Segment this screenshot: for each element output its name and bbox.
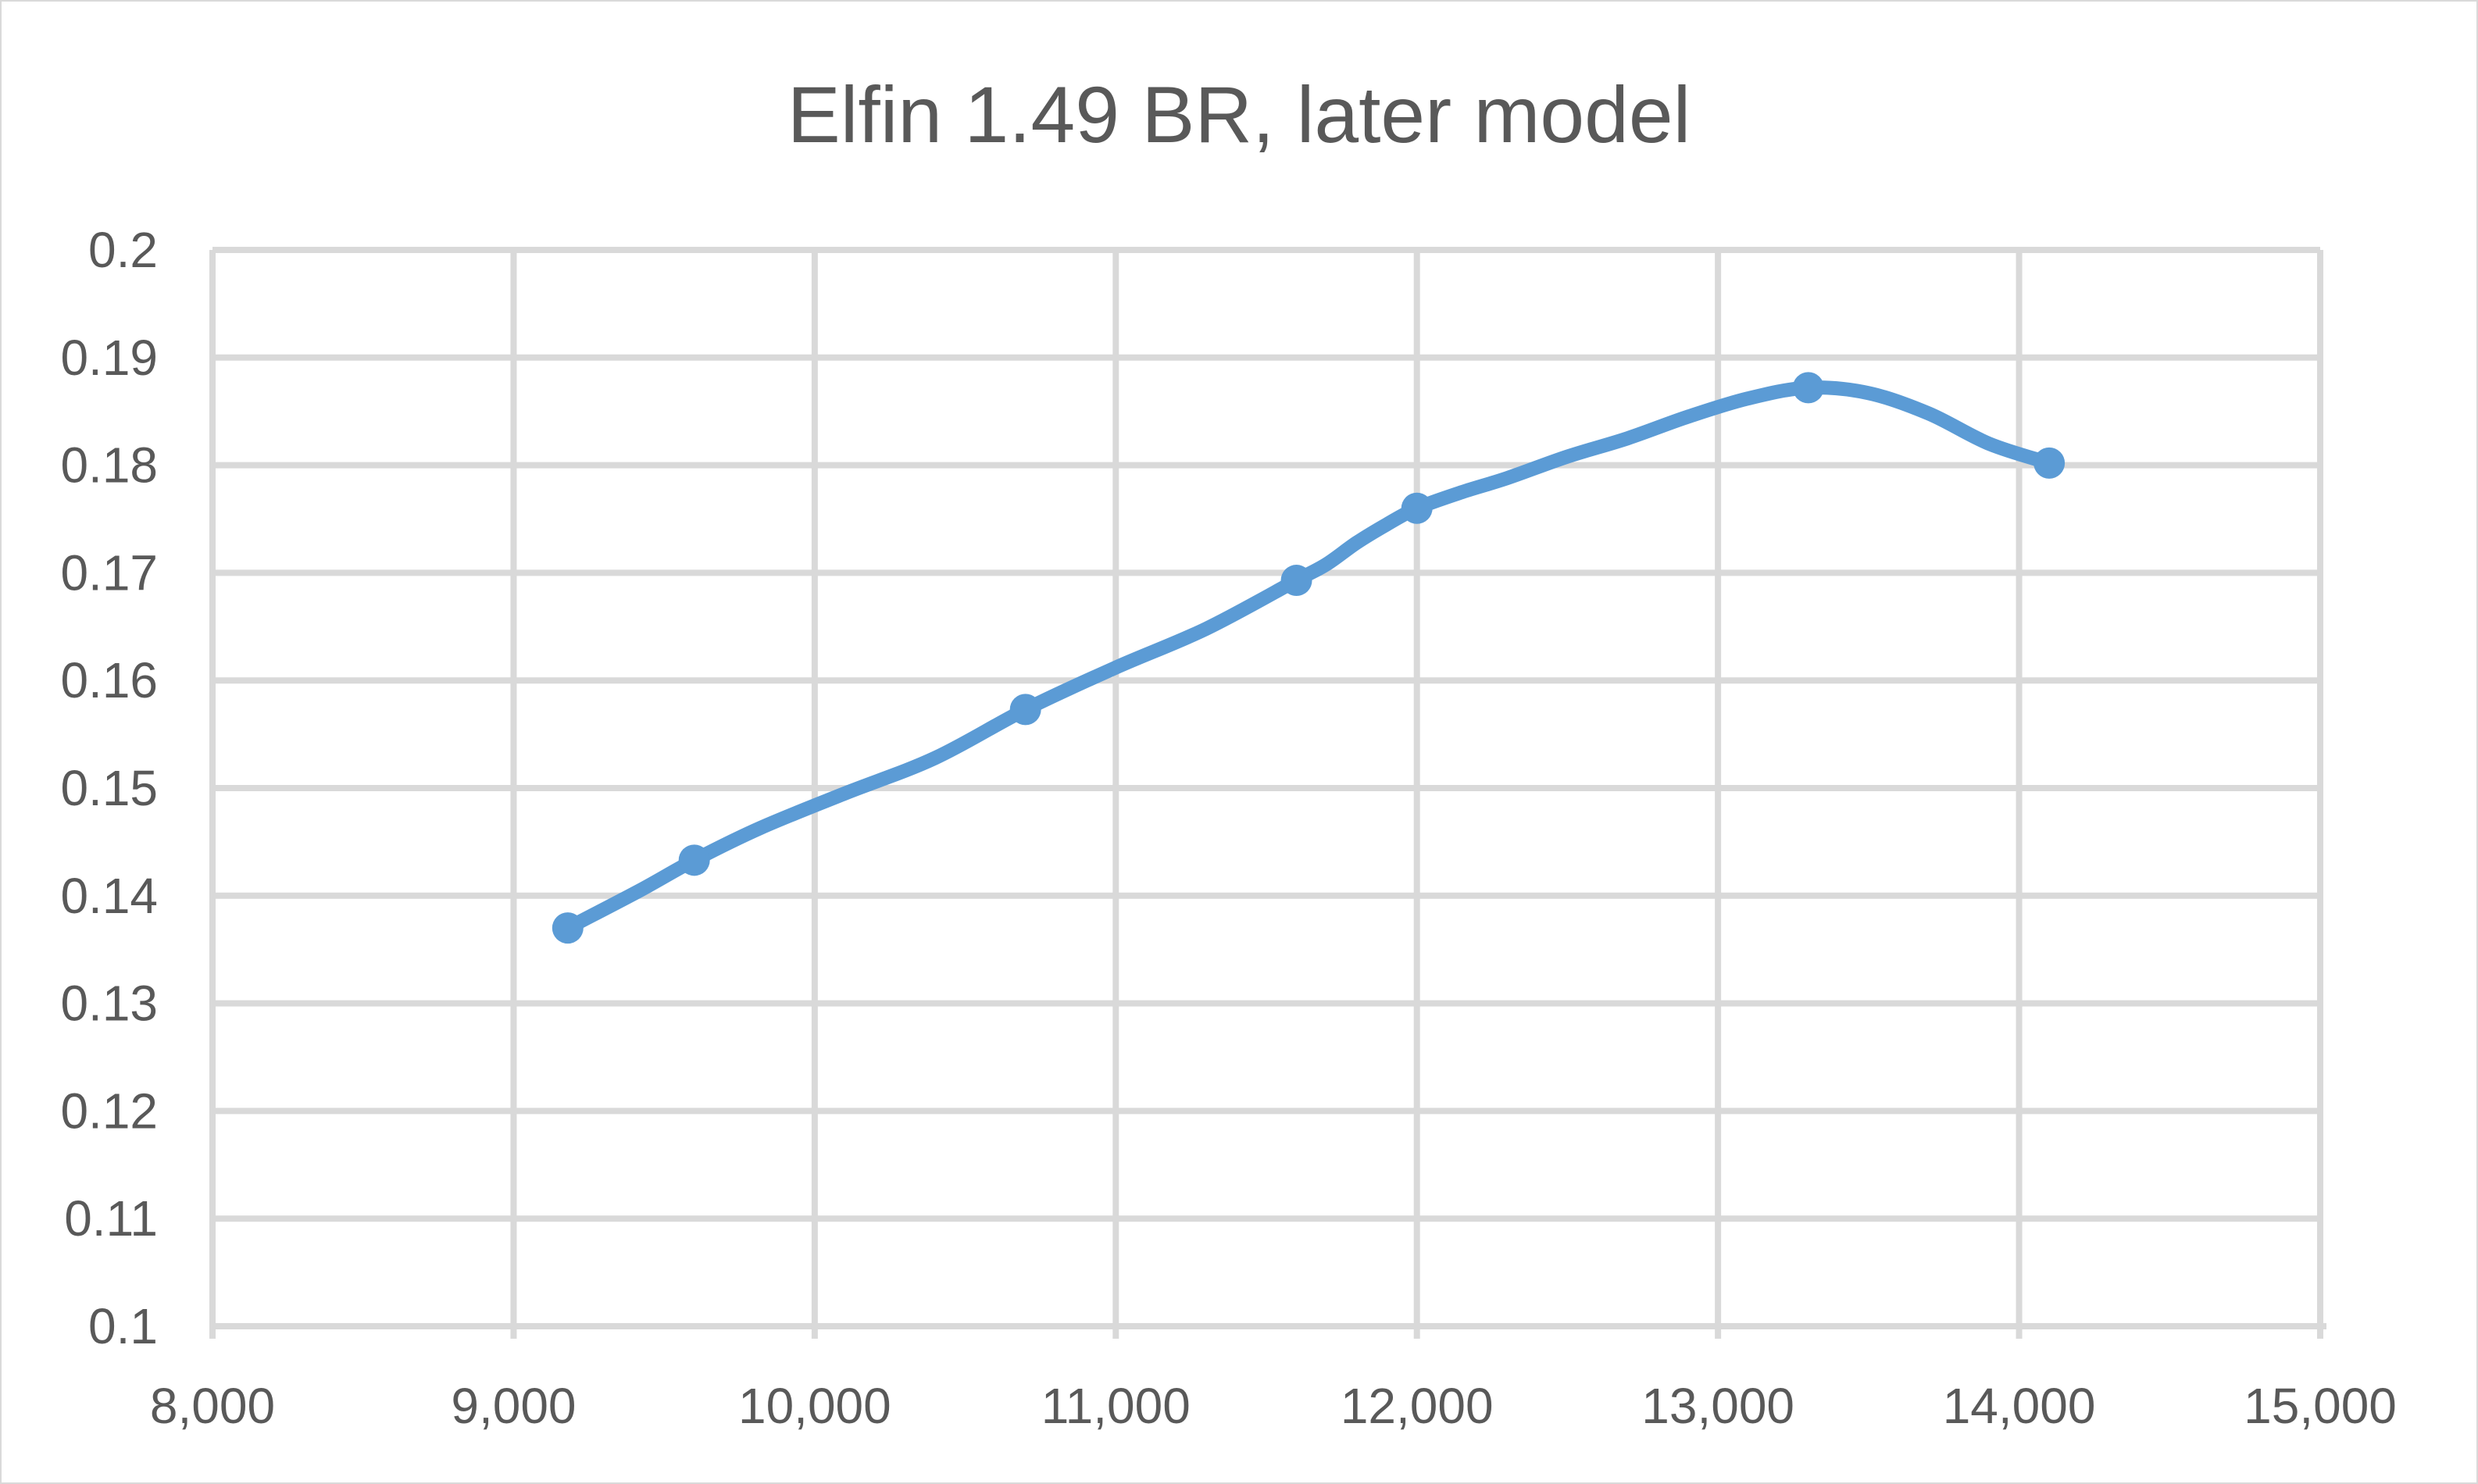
x-tick-label: 15,000 <box>2244 1378 2397 1434</box>
y-tick-label: 0.17 <box>60 544 158 601</box>
grid <box>212 247 2323 1326</box>
y-tick-label: 0.2 <box>88 222 158 278</box>
data-point <box>678 844 710 876</box>
x-tick-label: 11,000 <box>1041 1378 1191 1434</box>
series-line <box>560 380 2057 936</box>
chart-title: Elfin 1.49 BR, later model <box>787 70 1691 159</box>
y-tick-label: 0.1 <box>88 1298 158 1354</box>
x-tick-label: 13,000 <box>1641 1378 1794 1434</box>
x-tick-label: 9,000 <box>451 1378 576 1434</box>
data-point <box>1280 565 1312 597</box>
x-tick-label: 14,000 <box>1943 1378 2096 1434</box>
data-point <box>2033 447 2066 479</box>
y-tick-label: 0.19 <box>60 330 158 386</box>
data-point <box>1009 694 1041 726</box>
y-tick-label: 0.11 <box>64 1190 158 1247</box>
data-point <box>552 912 584 944</box>
y-tick-label: 0.13 <box>60 976 158 1032</box>
series-layer <box>552 372 2066 944</box>
tick-labels: 0.1 0.11 0.12 0.13 0.14 0.15 0.16 0.17 0.18 0.19 0… <box>60 222 2396 1434</box>
x-tick-label: 8,000 <box>150 1378 275 1434</box>
y-tick-label: 0.15 <box>60 760 158 816</box>
y-tick-label: 0.12 <box>60 1083 158 1139</box>
y-tick-label: 0.18 <box>60 437 158 494</box>
y-tick-label: 0.16 <box>60 652 158 708</box>
data-point <box>1792 372 1824 404</box>
axes <box>209 250 2326 1339</box>
x-tick-label: 12,000 <box>1341 1378 1494 1434</box>
y-tick-label: 0.14 <box>60 868 158 924</box>
x-tick-label: 10,000 <box>738 1378 891 1434</box>
data-point <box>1401 492 1433 524</box>
